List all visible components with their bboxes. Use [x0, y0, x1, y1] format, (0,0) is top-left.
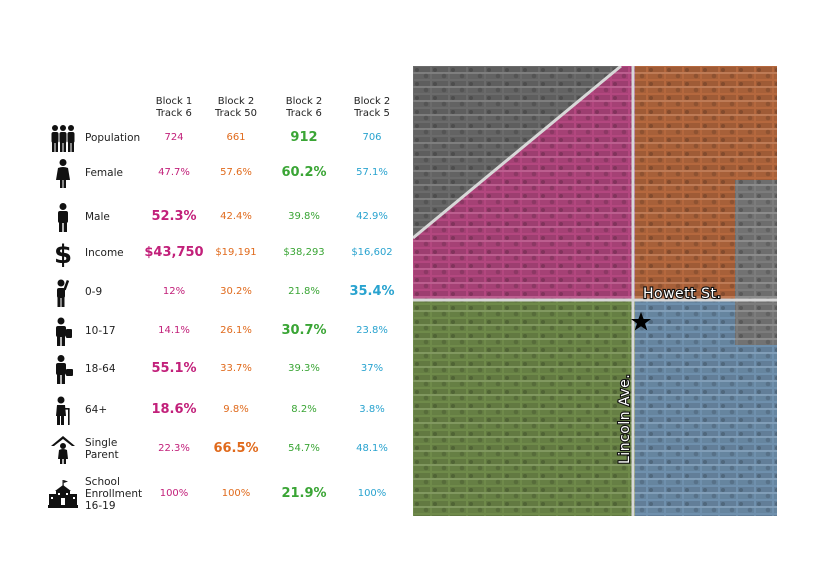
table-cell: 912: [290, 130, 318, 145]
table-cell: 21.8%: [288, 286, 320, 297]
row-label-line: 16-19: [85, 500, 116, 512]
table-cell: $19,191: [215, 247, 257, 258]
column-header-1: Block 1 Track 6: [139, 96, 209, 120]
column-header-track: Track 6: [156, 108, 192, 119]
table-cell: 57.1%: [356, 167, 388, 178]
column-header-3: Block 2 Track 6: [269, 96, 339, 120]
table-cell: 23.8%: [356, 325, 388, 336]
table-cell: 60.2%: [281, 165, 327, 180]
dollar-icon: $: [48, 238, 78, 270]
table-cell: 100%: [357, 488, 387, 499]
column-header-block: Block 2: [353, 96, 391, 107]
row-label-line: School: [85, 476, 120, 488]
map-texture: [413, 66, 777, 516]
table-cell: 30.7%: [281, 323, 327, 338]
table-cell: $38,293: [283, 247, 325, 258]
column-header-2: Block 2 Track 50: [201, 96, 271, 120]
column-header-track: Track 5: [354, 108, 390, 119]
row-label-line: Enrollment: [85, 488, 143, 500]
street-label-howett: Howett St.: [643, 286, 721, 302]
row-label-line: Parent: [85, 449, 119, 461]
row-label: 10-17: [85, 325, 116, 337]
student-icon: [48, 316, 78, 346]
road-diagonal: [413, 66, 622, 240]
table-cell: 22.3%: [158, 443, 190, 454]
school-building-icon: [48, 479, 78, 509]
svg-text:$: $: [54, 240, 72, 268]
row-label: 0-9: [85, 286, 102, 298]
row-label-line: 10-17: [85, 325, 116, 337]
table-cell: 52.3%: [151, 209, 197, 224]
single-parent-icon: [48, 434, 78, 464]
column-header-track: Track 6: [286, 108, 322, 119]
column-header-track: Track 50: [214, 108, 258, 119]
table-cell: 54.7%: [288, 443, 320, 454]
table-cell: 48.1%: [356, 443, 388, 454]
row-label: Male: [85, 211, 110, 223]
table-cell: $16,602: [351, 247, 393, 258]
row-label: 18-64: [85, 363, 116, 375]
table-cell: 724: [164, 132, 184, 143]
table-cell: 706: [362, 132, 382, 143]
column-header-4: Block 2 Track 5: [337, 96, 407, 120]
table-cell: 55.1%: [151, 361, 197, 376]
table-cell: 14.1%: [158, 325, 190, 336]
row-label-line: Population: [85, 132, 141, 144]
table-cell: 39.3%: [288, 363, 320, 374]
row-label: Single Parent: [85, 437, 119, 461]
table-cell: 42.4%: [220, 211, 252, 222]
table-cell: 12%: [162, 286, 186, 297]
neighborhood-map: Howett St. Lincoln Ave.: [413, 66, 777, 516]
row-label-line: Income: [85, 247, 124, 259]
table-cell: $43,750: [144, 245, 204, 260]
elderly-cane-icon: [48, 395, 78, 425]
street-label-lincoln: Lincoln Ave.: [617, 374, 633, 464]
column-header-block: Block 2: [285, 96, 323, 107]
row-label: 64+: [85, 404, 107, 416]
table-cell: 3.8%: [359, 404, 385, 415]
star-icon: [631, 312, 651, 331]
table-cell: 33.7%: [220, 363, 252, 374]
table-cell: 35.4%: [349, 284, 395, 299]
table-cell: 66.5%: [213, 441, 259, 456]
row-label-line: 0-9: [85, 286, 103, 298]
row-label-line: 64+: [85, 404, 108, 416]
briefcase-person-icon: [48, 354, 78, 384]
table-cell: 21.9%: [281, 486, 327, 501]
table-cell: 26.1%: [220, 325, 252, 336]
table-cell: 8.2%: [291, 404, 317, 415]
row-label: School Enrollment 16-19: [85, 476, 142, 512]
table-cell: 57.6%: [220, 167, 252, 178]
table-cell: 100%: [221, 488, 251, 499]
row-label-line: Male: [85, 211, 110, 223]
row-label: Female: [85, 167, 123, 179]
column-header-block: Block 2: [217, 96, 255, 107]
row-label-line: Female: [85, 167, 123, 179]
table-cell: 37%: [360, 363, 384, 374]
table-cell: 18.6%: [151, 402, 197, 417]
row-label-line: 18-64: [85, 363, 116, 375]
table-cell: 9.8%: [223, 404, 249, 415]
table-cell: 100%: [159, 488, 189, 499]
table-cell: 47.7%: [158, 167, 190, 178]
column-header-block: Block 1: [155, 96, 193, 107]
population-icon: [48, 123, 78, 153]
row-label-line: Single: [85, 437, 118, 449]
row-label: Population: [85, 132, 140, 144]
table-cell: 30.2%: [220, 286, 252, 297]
female-icon: [48, 158, 78, 188]
table-cell: 39.8%: [288, 211, 320, 222]
male-icon: [48, 202, 78, 232]
row-label: Income: [85, 247, 124, 259]
child-icon: [48, 277, 78, 307]
table-cell: 661: [226, 132, 246, 143]
table-cell: 42.9%: [356, 211, 388, 222]
